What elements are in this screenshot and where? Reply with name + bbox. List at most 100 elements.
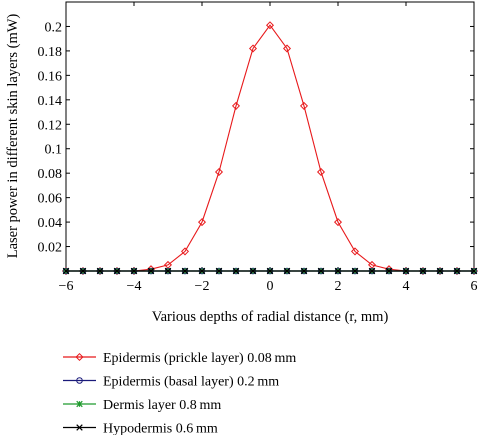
marker-stroke [76, 424, 83, 431]
legend-item: Hypodermis 0.6 mm [63, 422, 218, 435]
legend-marker [75, 352, 84, 362]
series-1 [61, 21, 478, 276]
marker-stroke [300, 267, 308, 275]
data-point [350, 247, 360, 256]
data-point [79, 267, 87, 275]
data-point [180, 247, 190, 256]
x-tick-label: −6 [59, 279, 74, 294]
x-tick-label: −2 [195, 279, 210, 294]
x-tick-label: 4 [403, 279, 410, 294]
marker-stroke [419, 267, 427, 275]
data-point [316, 167, 326, 176]
legend-label: Dermis layer 0.8 mm [103, 398, 221, 413]
y-tick-label: 0.14 [38, 94, 63, 109]
data-point [62, 267, 70, 275]
marker-stroke [453, 267, 461, 275]
marker-stroke [249, 267, 257, 275]
marker-stroke [79, 267, 87, 275]
data-point [232, 267, 240, 275]
marker-stroke [147, 267, 155, 275]
marker-stroke [317, 267, 325, 275]
data-point [197, 218, 207, 227]
data-point [164, 267, 172, 275]
data-point [248, 44, 258, 53]
data-point [333, 218, 343, 227]
y-tick-label: 0.18 [38, 45, 63, 60]
marker-stroke [368, 267, 376, 275]
data-point [231, 101, 241, 110]
data-point [300, 267, 308, 275]
legend-item: Epidermis (basal layer) 0.2 mm [63, 375, 279, 390]
y-tick-label: 0.16 [38, 69, 63, 84]
marker-stroke [470, 267, 478, 275]
marker-stroke [232, 267, 240, 275]
data-point [368, 267, 376, 275]
y-tick-label: 0.1 [45, 143, 63, 158]
data-point [214, 167, 224, 176]
marker-stroke [96, 267, 104, 275]
y-tick-label: 0.12 [38, 118, 63, 133]
data-point [299, 101, 309, 110]
x-axis-ticks: −6 −4 −2 0 2 4 6 [59, 2, 478, 294]
data-point [419, 267, 427, 275]
data-point [215, 267, 223, 275]
legend-marker [76, 400, 83, 408]
data-point [96, 267, 104, 275]
y-tick-label: 0.06 [38, 192, 63, 207]
data-point [266, 267, 274, 275]
data-point [351, 267, 359, 275]
data-point [113, 267, 121, 275]
marker-stroke [130, 267, 138, 275]
x-tick-label: 2 [335, 279, 342, 294]
data-point [249, 267, 257, 275]
marker-stroke [266, 267, 274, 275]
marker-stroke [283, 267, 291, 275]
data-point [265, 21, 275, 30]
data-point [198, 267, 206, 275]
data-point [385, 267, 393, 275]
y-tick-label: 0.2 [45, 20, 63, 35]
marker-stroke [62, 267, 70, 275]
data-point [181, 267, 189, 275]
marker-stroke [164, 267, 172, 275]
series-4 [62, 267, 478, 275]
x-tick-label: −4 [127, 279, 142, 294]
marker-stroke [113, 267, 121, 275]
x-tick-label: 6 [471, 279, 478, 294]
y-tick-label: 0.08 [38, 167, 63, 182]
marker-stroke [385, 267, 393, 275]
data-point [334, 267, 342, 275]
plot-frame [65, 1, 475, 272]
marker-stroke [334, 267, 342, 275]
legend-marker [76, 424, 83, 431]
x-axis-label: Various depths of radial distance (r, mm… [152, 309, 389, 325]
data-point [453, 267, 461, 275]
data-point [282, 44, 292, 53]
legend-label: Epidermis (prickle layer) 0.08 mm [103, 351, 296, 366]
marker-stroke [198, 267, 206, 275]
y-axis-label: Laser power in different skin layers (mW… [5, 14, 21, 259]
data-point [436, 267, 444, 275]
legend: Epidermis (prickle layer) 0.08 mm Epiderm… [63, 351, 296, 435]
data-point [402, 267, 410, 275]
data-point [130, 267, 138, 275]
series-layer [61, 21, 478, 276]
data-point [470, 267, 478, 275]
legend-label: Hypodermis 0.6 mm [103, 422, 218, 435]
y-axis-ticks: 0.02 0.04 0.06 0.08 0.1 0.12 0.14 0.16 0.18 0.2 [38, 20, 474, 256]
x-tick-label: 0 [267, 279, 274, 294]
data-point [283, 267, 291, 275]
legend-item: Dermis layer 0.8 mm [63, 398, 221, 413]
legend-item: Epidermis (prickle layer) 0.08 mm [63, 351, 296, 366]
y-tick-label: 0.02 [38, 241, 63, 256]
data-point [317, 267, 325, 275]
marker-stroke [351, 267, 359, 275]
marker-stroke [181, 267, 189, 275]
marker-stroke [215, 267, 223, 275]
data-point [147, 267, 155, 275]
legend-marker [76, 377, 83, 384]
marker-stroke [436, 267, 444, 275]
legend-label: Epidermis (basal layer) 0.2 mm [103, 375, 279, 390]
marker-stroke [402, 267, 410, 275]
